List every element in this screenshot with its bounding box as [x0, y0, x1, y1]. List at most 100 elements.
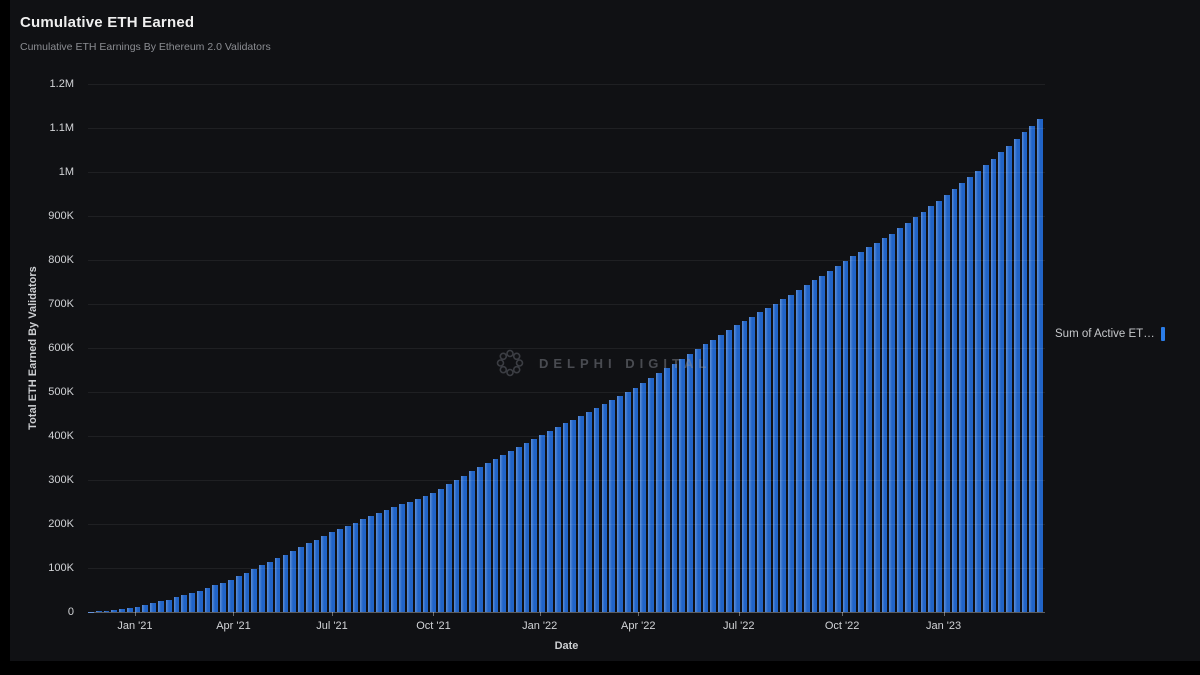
bar[interactable]: [1013, 139, 1020, 612]
bar[interactable]: [570, 419, 577, 612]
bar[interactable]: [103, 610, 110, 612]
bar[interactable]: [780, 299, 787, 612]
bar-series[interactable]: [88, 84, 1045, 612]
bar[interactable]: [126, 608, 133, 612]
bar[interactable]: [282, 554, 289, 612]
bar[interactable]: [632, 387, 639, 612]
bar[interactable]: [593, 407, 600, 612]
bar[interactable]: [150, 603, 156, 612]
bar[interactable]: [648, 378, 654, 612]
bar[interactable]: [119, 608, 125, 612]
bar[interactable]: [189, 593, 195, 612]
bar[interactable]: [508, 450, 514, 612]
bar[interactable]: [655, 373, 662, 612]
bar[interactable]: [235, 576, 242, 612]
bar[interactable]: [936, 200, 942, 612]
bar[interactable]: [827, 270, 833, 612]
bar[interactable]: [694, 349, 701, 612]
bar[interactable]: [772, 303, 779, 612]
bar[interactable]: [196, 590, 203, 612]
bar[interactable]: [477, 466, 483, 612]
bar[interactable]: [904, 222, 911, 612]
bar[interactable]: [796, 290, 802, 612]
bar[interactable]: [243, 572, 250, 612]
bar[interactable]: [399, 504, 405, 612]
bar[interactable]: [749, 316, 756, 612]
bar[interactable]: [663, 368, 670, 612]
bar[interactable]: [383, 510, 390, 612]
bar[interactable]: [142, 604, 149, 612]
bar[interactable]: [834, 265, 841, 612]
bar[interactable]: [897, 228, 903, 612]
bar[interactable]: [757, 312, 763, 612]
bar[interactable]: [710, 339, 717, 612]
bar[interactable]: [313, 539, 320, 612]
bar[interactable]: [990, 158, 997, 612]
bar[interactable]: [484, 462, 491, 612]
bar[interactable]: [375, 513, 382, 612]
bar[interactable]: [547, 430, 553, 612]
bar[interactable]: [173, 597, 180, 612]
bar[interactable]: [617, 395, 623, 612]
bar[interactable]: [515, 446, 522, 612]
bar[interactable]: [259, 565, 265, 612]
bar[interactable]: [321, 536, 328, 612]
bar[interactable]: [290, 550, 297, 612]
bar[interactable]: [453, 480, 460, 612]
bar[interactable]: [920, 211, 927, 612]
bar[interactable]: [578, 415, 584, 612]
bar[interactable]: [554, 427, 561, 612]
bar[interactable]: [368, 516, 374, 612]
bar[interactable]: [228, 579, 234, 612]
bar[interactable]: [951, 188, 958, 612]
bar[interactable]: [111, 609, 118, 612]
bar[interactable]: [461, 475, 468, 612]
bar[interactable]: [687, 354, 693, 612]
bar[interactable]: [889, 233, 896, 612]
bar[interactable]: [873, 242, 880, 612]
bar[interactable]: [360, 519, 367, 612]
bar[interactable]: [469, 471, 475, 612]
bar[interactable]: [165, 599, 172, 612]
bar[interactable]: [959, 182, 966, 612]
bar[interactable]: [266, 561, 273, 612]
bar[interactable]: [881, 238, 888, 612]
bar[interactable]: [640, 382, 647, 612]
bar[interactable]: [819, 275, 826, 612]
bar[interactable]: [336, 529, 343, 612]
legend-item[interactable]: Sum of Active ET…: [1055, 327, 1165, 341]
bar[interactable]: [1037, 119, 1043, 612]
bar[interactable]: [352, 522, 359, 612]
bar[interactable]: [134, 606, 141, 612]
bar[interactable]: [95, 611, 102, 612]
bar[interactable]: [181, 595, 188, 612]
bar[interactable]: [601, 403, 608, 612]
bar[interactable]: [531, 438, 538, 612]
bar[interactable]: [842, 261, 849, 612]
bar[interactable]: [718, 334, 724, 612]
bar[interactable]: [1006, 145, 1012, 612]
bar[interactable]: [220, 582, 227, 612]
bar[interactable]: [803, 285, 810, 612]
bar[interactable]: [422, 496, 429, 612]
bar[interactable]: [430, 493, 437, 612]
bar[interactable]: [274, 558, 281, 612]
bar[interactable]: [982, 164, 989, 612]
bar[interactable]: [788, 295, 794, 612]
bar[interactable]: [585, 411, 592, 612]
bar[interactable]: [251, 569, 258, 612]
bar[interactable]: [539, 434, 546, 612]
bar[interactable]: [1029, 125, 1036, 612]
bar[interactable]: [445, 484, 452, 612]
bar[interactable]: [624, 391, 631, 612]
bar[interactable]: [850, 256, 857, 612]
bar[interactable]: [811, 280, 818, 612]
bar[interactable]: [702, 344, 709, 612]
bar[interactable]: [974, 170, 981, 612]
bar[interactable]: [726, 329, 732, 612]
bar[interactable]: [562, 423, 569, 612]
plot-area[interactable]: Date 0 100K 200K 300K 400K 500K 600K 700K 800K 90…: [48, 78, 1045, 652]
bar[interactable]: [858, 251, 865, 612]
bar[interactable]: [764, 307, 771, 612]
bar[interactable]: [998, 152, 1005, 612]
